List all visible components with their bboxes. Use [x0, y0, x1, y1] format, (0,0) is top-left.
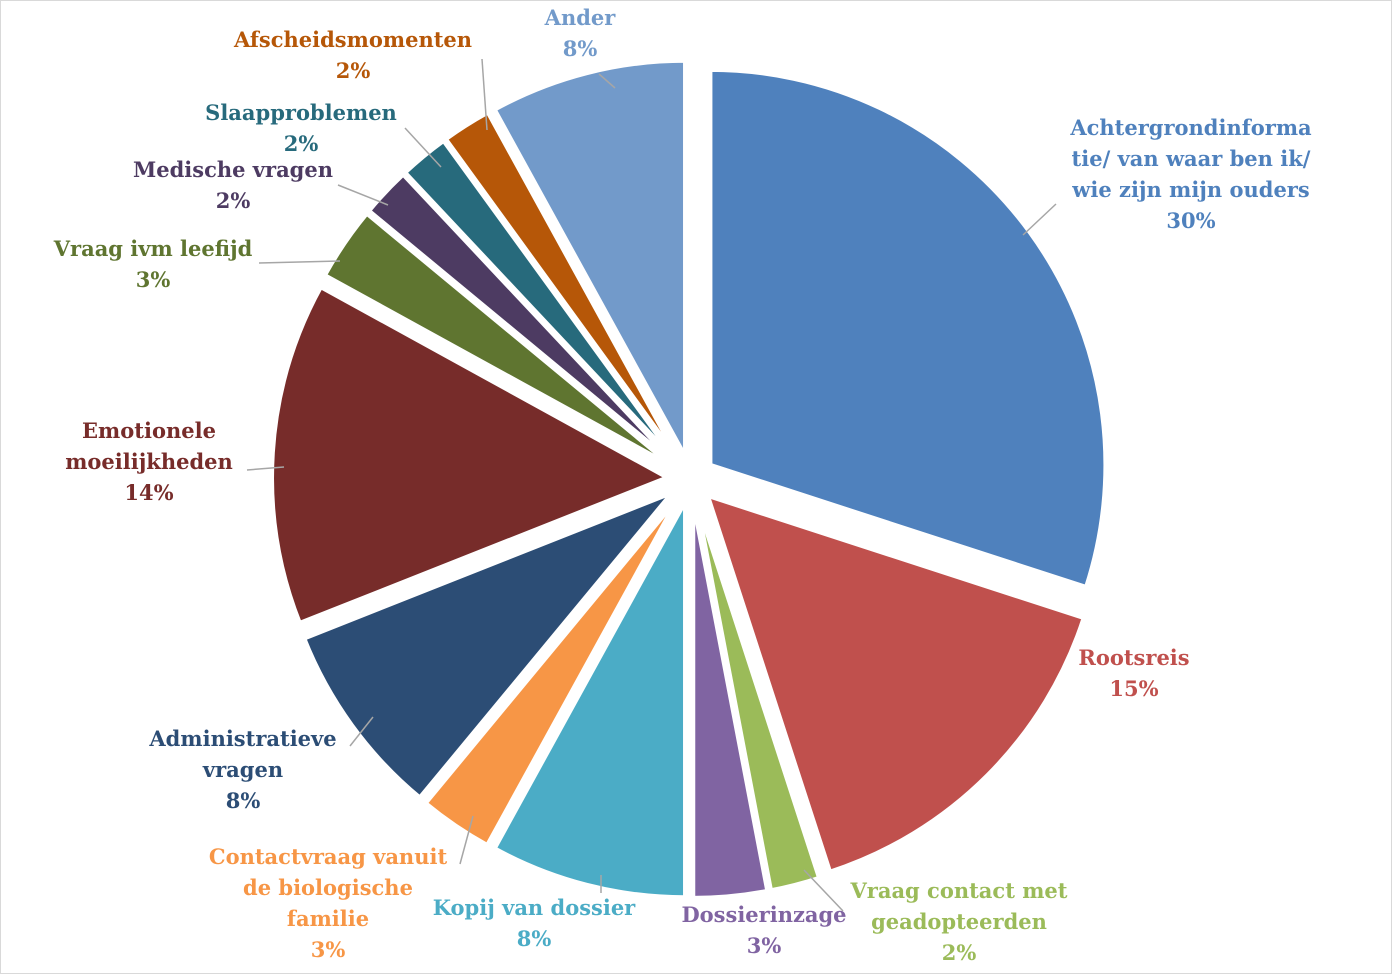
- slice-value-label-3: 2%: [942, 940, 977, 965]
- slice-value-label-5: 8%: [517, 926, 552, 951]
- leader-line-13: [598, 73, 616, 89]
- leader-line-12: [481, 58, 488, 131]
- slice-category-label-3: Vraag contact met: [849, 878, 1067, 903]
- leader-line-6: [459, 815, 474, 865]
- slice-value-label-8: 14%: [124, 480, 173, 505]
- pie-slice-2: [704, 492, 1087, 875]
- pie-slice-9: [322, 210, 673, 468]
- slice-category-label-6: familie: [287, 906, 369, 931]
- pie-slice-13: [492, 58, 688, 457]
- slice-category-label-1: tie/ van waar ben ik/: [1072, 146, 1311, 171]
- pie-slice-6: [422, 497, 680, 848]
- pie-slice-8: [270, 284, 672, 626]
- leader-line-9: [258, 260, 341, 264]
- slice-value-label-1: 30%: [1166, 208, 1215, 233]
- pie-slice-10: [366, 171, 675, 465]
- slice-category-label-6: Contactvraag vanuit: [209, 844, 448, 869]
- leader-line-7: [349, 716, 374, 747]
- pie-slice-1: [708, 67, 1108, 590]
- leader-line-11: [404, 127, 442, 168]
- leader-line-1: [1022, 203, 1057, 236]
- slice-value-label-10: 2%: [216, 188, 251, 213]
- slice-category-label-13: Ander: [544, 5, 617, 30]
- slice-category-label-8: Emotionele: [82, 418, 216, 443]
- slice-category-label-11: Slaapproblemen: [205, 100, 397, 125]
- slice-category-label-1: wie zijn mijn ouders: [1071, 177, 1309, 202]
- slice-value-label-9: 3%: [136, 267, 171, 292]
- pie-slice-12: [443, 109, 680, 460]
- slice-category-label-9: Vraag ivm leefijd: [53, 236, 253, 261]
- slice-category-label-1: Achtergrondinforma: [1069, 115, 1312, 140]
- slice-value-label-11: 2%: [284, 131, 319, 156]
- slice-category-label-7: Administratieve: [148, 726, 336, 751]
- slice-value-label-7: 8%: [226, 788, 261, 813]
- slice-category-label-8: moeilijkheden: [65, 449, 233, 474]
- slice-category-label-6: de biologische: [243, 875, 413, 900]
- pie-slice-11: [402, 138, 678, 462]
- slice-category-label-10: Medische vragen: [133, 157, 333, 182]
- pie-slice-4: [691, 502, 770, 900]
- slice-value-label-2: 15%: [1109, 676, 1158, 701]
- slice-category-label-3: geadopteerden: [871, 909, 1047, 934]
- slice-category-label-5: Kopij van dossier: [433, 895, 636, 920]
- slice-value-label-13: 8%: [563, 36, 598, 61]
- slice-category-label-12: Afscheidsmomenten: [233, 27, 472, 52]
- leader-line-10: [337, 184, 389, 206]
- slice-category-label-7: vragen: [202, 757, 283, 782]
- pie-slice-5: [492, 501, 688, 900]
- slice-category-label-2: Rootsreis: [1078, 645, 1189, 670]
- slice-category-label-4: Dossierinzage: [681, 902, 846, 927]
- slice-value-label-12: 2%: [336, 58, 371, 83]
- pie-slice-7: [301, 491, 674, 801]
- pie-slice-3: [695, 501, 822, 893]
- leader-line-8: [246, 466, 285, 471]
- slice-value-label-4: 3%: [747, 933, 782, 958]
- leader-line-3: [803, 869, 844, 912]
- slice-value-label-6: 3%: [311, 937, 346, 962]
